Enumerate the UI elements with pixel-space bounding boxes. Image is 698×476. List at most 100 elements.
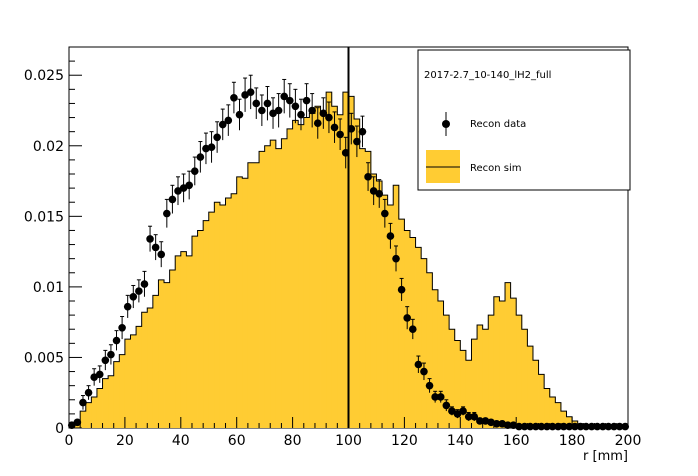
data-point — [543, 422, 551, 431]
data-point — [286, 96, 294, 105]
data-point — [146, 235, 154, 243]
data-point — [386, 232, 395, 240]
data-point — [218, 120, 227, 129]
sim-bar — [449, 329, 456, 428]
data-point — [140, 280, 149, 288]
sim-bar — [197, 230, 204, 428]
sim-bar — [247, 162, 254, 428]
sim-bar — [203, 220, 210, 428]
y-tick-label: 0.025 — [24, 68, 64, 84]
sim-bar — [426, 272, 433, 428]
y-tick-label: 0.015 — [24, 209, 64, 225]
data-point — [135, 287, 143, 295]
sim-bar — [365, 151, 372, 428]
data-point — [537, 422, 546, 431]
sim-bar — [326, 92, 333, 429]
x-tick-label: 60 — [228, 433, 246, 449]
data-point — [610, 422, 618, 431]
sim-bar — [398, 219, 405, 428]
x-tick-label: 120 — [391, 433, 418, 449]
sim-bar — [465, 360, 472, 428]
data-point — [425, 381, 434, 390]
sim-bar — [91, 396, 98, 428]
data-point — [151, 243, 160, 252]
sim-bar — [158, 279, 165, 428]
x-tick-label: 80 — [284, 433, 302, 449]
data-point — [353, 137, 361, 146]
sim-bar — [482, 329, 489, 428]
data-point — [123, 302, 132, 311]
data-point — [313, 119, 322, 127]
data-point — [280, 92, 289, 101]
data-point — [554, 422, 562, 431]
sim-bar — [309, 113, 316, 429]
data-point — [604, 422, 613, 431]
data-point — [470, 412, 479, 421]
data-point — [163, 209, 171, 218]
data-point — [230, 94, 238, 102]
data-point — [464, 412, 473, 421]
data-point — [291, 102, 300, 111]
data-point — [599, 422, 607, 431]
legend-entry-recon-sim: Recon sim — [470, 163, 522, 174]
sim-bar — [208, 212, 215, 428]
data-point — [414, 360, 423, 369]
sim-bar — [130, 334, 137, 428]
sim-bar — [253, 162, 260, 428]
data-point — [504, 421, 512, 429]
sim-bar — [264, 145, 271, 428]
x-tick-label: 0 — [65, 433, 74, 449]
sim-bar — [555, 402, 562, 428]
data-point — [582, 422, 590, 431]
sim-bar — [303, 117, 310, 429]
data-point — [325, 113, 333, 122]
sim-bar — [180, 251, 187, 428]
sim-bar — [281, 138, 288, 428]
sim-bar — [527, 346, 534, 428]
x-tick-label: 140 — [447, 433, 474, 449]
sim-bar — [259, 151, 266, 428]
data-point — [79, 398, 87, 407]
data-point — [274, 106, 283, 115]
sim-bar — [532, 360, 539, 428]
data-point — [241, 91, 249, 99]
sim-bar — [471, 339, 478, 428]
sim-bar — [169, 269, 176, 428]
data-point — [157, 250, 166, 259]
sim-bar — [382, 195, 389, 428]
data-point — [213, 133, 221, 142]
sim-bar — [437, 301, 444, 428]
data-point — [397, 285, 406, 294]
sim-bar — [421, 258, 428, 428]
x-tick-label: 180 — [559, 433, 586, 449]
sim-bar — [432, 289, 439, 428]
sim-bar — [521, 329, 528, 428]
data-point — [576, 422, 585, 431]
sim-bar — [298, 124, 305, 428]
data-point — [302, 96, 311, 105]
x-tick-label: 160 — [503, 433, 530, 449]
data-point — [615, 422, 624, 431]
data-point — [101, 356, 110, 365]
sim-bar — [124, 339, 131, 428]
data-point — [381, 209, 389, 218]
sim-bar — [80, 411, 87, 428]
sim-bar — [186, 255, 193, 428]
data-point — [515, 422, 523, 431]
sim-bar — [108, 375, 115, 428]
sim-bar — [236, 176, 243, 428]
legend: 2017-2.7_10-140_lH2_full Recon data Reco… — [417, 49, 631, 191]
sim-bar — [85, 402, 92, 428]
x-tick-label: 100 — [335, 433, 362, 449]
data-point — [90, 373, 98, 382]
sim-bar — [314, 106, 321, 429]
data-point — [492, 419, 501, 428]
data-point — [224, 116, 233, 125]
sim-bar — [544, 388, 551, 428]
data-point — [375, 189, 384, 198]
sim-bar — [275, 148, 282, 428]
legend-entry-recon-data: Recon data — [470, 119, 526, 130]
sim-bar — [516, 315, 523, 428]
sim-bar — [191, 236, 198, 428]
